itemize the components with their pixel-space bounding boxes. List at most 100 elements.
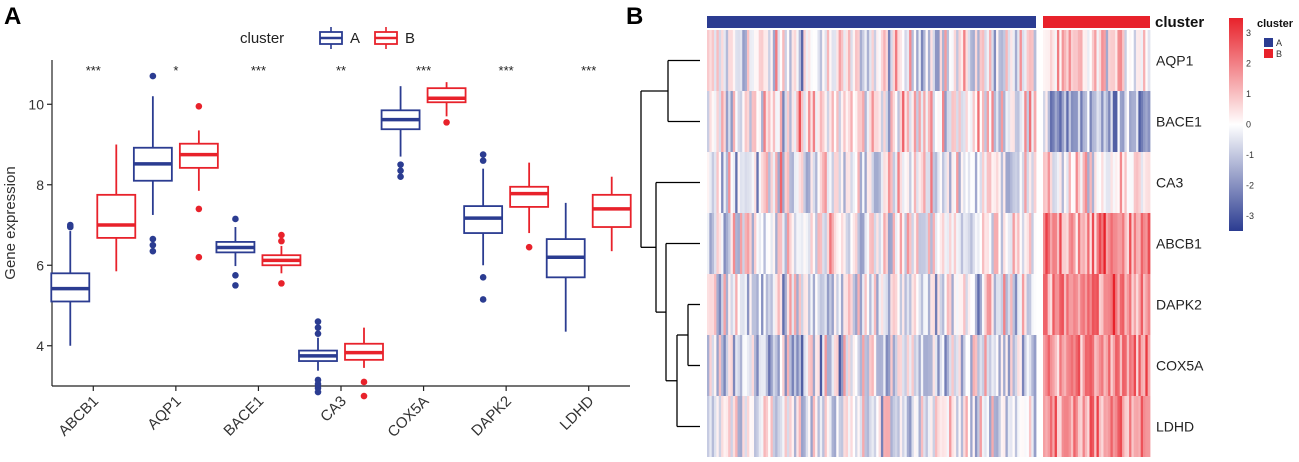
heatmap-cell	[784, 396, 788, 457]
heatmap-cell	[739, 274, 743, 335]
heatmap-cell	[761, 213, 764, 274]
heatmap-cell	[974, 335, 978, 396]
heatmap-cell	[1094, 213, 1097, 274]
heatmap-cell	[909, 213, 912, 274]
heatmap-cell	[789, 213, 792, 274]
heatmap-cell	[880, 335, 884, 396]
heatmap-cell	[1000, 213, 1004, 274]
heatmap-cell	[906, 213, 910, 274]
heatmap-cell	[1080, 335, 1083, 396]
heatmap-cell	[751, 30, 755, 91]
heatmap-cell	[1087, 30, 1090, 91]
heatmap-cell	[826, 274, 830, 335]
heatmap-cell	[979, 335, 983, 396]
heatmap-cell	[742, 396, 745, 457]
heatmap-cell	[885, 213, 889, 274]
heatmap-cell	[709, 396, 713, 457]
heatmap-cell	[1005, 213, 1009, 274]
heatmap-cell	[845, 274, 849, 335]
colorbar-tick-label: -3	[1246, 211, 1254, 221]
heatmap-cell	[1063, 335, 1067, 396]
heatmap-cell	[817, 274, 821, 335]
heatmap-cell	[1094, 396, 1097, 457]
heatmap-cell	[949, 91, 952, 152]
heatmap-cell	[859, 30, 863, 91]
heatmap-cell	[775, 91, 778, 152]
heatmap-cell	[960, 30, 964, 91]
heatmap-cell	[803, 91, 807, 152]
heatmap-cell	[763, 396, 767, 457]
heatmap-cell	[906, 396, 910, 457]
box-BACE1-B	[261, 231, 302, 287]
heatmap-cell	[960, 335, 964, 396]
heatmap-cell	[1024, 91, 1027, 152]
heatmap-cell	[960, 274, 964, 335]
heatmap-cell	[779, 152, 783, 213]
heatmap-cell	[1033, 396, 1037, 457]
heatmap-cell	[967, 30, 971, 91]
heatmap-cell	[869, 152, 872, 213]
heatmap-cell	[1147, 213, 1151, 274]
heatmap-cell	[791, 335, 795, 396]
heatmap-cell	[1017, 274, 1020, 335]
heatmap-cell	[1054, 152, 1058, 213]
heatmap-cell	[1084, 335, 1088, 396]
heatmap-cell	[768, 30, 771, 91]
heatmap-cell	[732, 274, 736, 335]
heatmap-cell	[1049, 274, 1053, 335]
heatmap-cell	[916, 213, 919, 274]
heatmap-cell	[876, 396, 879, 457]
heatmap-cell	[791, 30, 795, 91]
heatmap-cell	[880, 396, 884, 457]
heatmap-cell	[939, 335, 943, 396]
heatmap-cell	[963, 30, 966, 91]
heatmap-cell	[789, 396, 792, 457]
heatmap-cell	[1061, 152, 1065, 213]
heatmap-cell	[721, 396, 724, 457]
heatmap-cell	[1145, 396, 1149, 457]
heatmap-cell	[1138, 30, 1142, 91]
heatmap-cell	[949, 213, 952, 274]
heatmap-cell	[862, 335, 865, 396]
heatmap-cell	[810, 30, 814, 91]
heatmap-cell	[1028, 91, 1032, 152]
heatmap-cell	[1031, 335, 1035, 396]
heatmap-cell	[1110, 396, 1114, 457]
heatmap-cell	[1061, 30, 1065, 91]
heatmap-cell	[958, 152, 962, 213]
heatmap-cell	[746, 152, 750, 213]
heatmap-cell	[836, 335, 839, 396]
heatmap-cell	[812, 274, 816, 335]
heatmap-cell	[930, 213, 933, 274]
heatmap-cell	[897, 152, 901, 213]
heatmap-cell	[989, 274, 992, 335]
heatmap-cell	[845, 396, 849, 457]
heatmap-cell	[808, 152, 811, 213]
heatmap-cell	[953, 30, 957, 91]
heatmap-cell	[1052, 274, 1056, 335]
heatmap-cell	[833, 30, 837, 91]
heatmap-cell	[728, 274, 731, 335]
heatmap-cell	[960, 213, 964, 274]
heatmap-cell	[963, 91, 966, 152]
heatmap-cell	[1052, 91, 1056, 152]
heatmap-cell	[895, 91, 898, 152]
heatmap-cell	[721, 213, 724, 274]
heatmap-cell	[1108, 213, 1111, 274]
heatmap-cell	[1014, 396, 1018, 457]
heatmap-cell	[977, 335, 980, 396]
cluster-legend-swatch	[1264, 38, 1273, 47]
heatmap-cell	[902, 335, 905, 396]
heatmap-cell	[1019, 30, 1023, 91]
heatmap-cell	[956, 152, 959, 213]
heatmap-cell	[725, 30, 729, 91]
heatmap-cell	[1043, 152, 1046, 213]
heatmap-cell	[850, 213, 854, 274]
heatmap-cell	[1091, 91, 1095, 152]
heatmap-cell	[932, 30, 936, 91]
heatmap-cell	[857, 152, 861, 213]
heatmap-cell	[944, 91, 948, 152]
heatmap-cell	[725, 274, 729, 335]
heatmap-cell	[772, 396, 776, 457]
heatmap-cell	[911, 274, 915, 335]
